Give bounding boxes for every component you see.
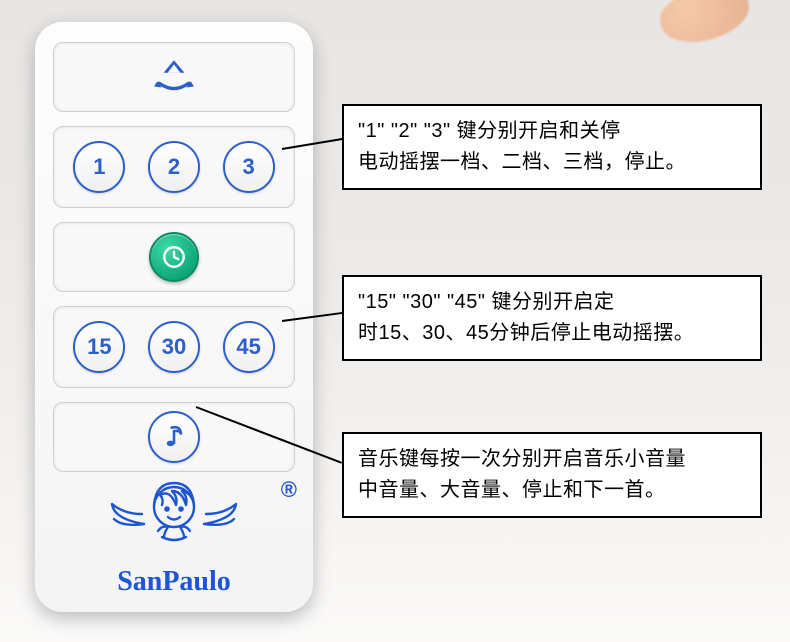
timer-30-button[interactable]: 30 (148, 321, 200, 373)
timer-button[interactable] (149, 232, 199, 282)
swing-panel (53, 42, 295, 112)
timer-center-panel (53, 222, 295, 292)
music-panel (53, 402, 295, 472)
speed-1-button[interactable]: 1 (73, 141, 125, 193)
remote-control: 1 2 3 15 30 45 ® (35, 22, 313, 612)
brand-logo-area: SanPaulo (35, 469, 313, 598)
callout-music: 音乐键每按一次分别开启音乐小音量 中音量、大音量、停止和下一首。 (342, 432, 762, 518)
timer-panel: 15 30 45 (53, 306, 295, 388)
speed-2-button[interactable]: 2 (148, 141, 200, 193)
clock-icon (161, 244, 187, 270)
timer-45-button[interactable]: 45 (223, 321, 275, 373)
brand-text: SanPaulo (35, 566, 313, 598)
music-button[interactable] (148, 411, 200, 463)
callout-music-text: 音乐键每按一次分别开启音乐小音量 中音量、大音量、停止和下一首。 (358, 444, 746, 506)
swing-icon (153, 56, 195, 98)
finger-hint (655, 0, 755, 51)
angel-logo-icon (104, 469, 244, 559)
music-note-icon (160, 423, 188, 451)
callout-speed-text: "1" "2" "3" 键分别开启和关停 电动摇摆一档、二档、三档，停止。 (358, 116, 746, 178)
callout-speed: "1" "2" "3" 键分别开启和关停 电动摇摆一档、二档、三档，停止。 (342, 104, 762, 190)
callout-timer-text: "15" "30" "45" 键分别开启定 时15、30、45分钟后停止电动摇摆… (358, 287, 746, 349)
speed-3-button[interactable]: 3 (223, 141, 275, 193)
callout-timer: "15" "30" "45" 键分别开启定 时15、30、45分钟后停止电动摇摆… (342, 275, 762, 361)
speed-panel: 1 2 3 (53, 126, 295, 208)
timer-15-button[interactable]: 15 (73, 321, 125, 373)
